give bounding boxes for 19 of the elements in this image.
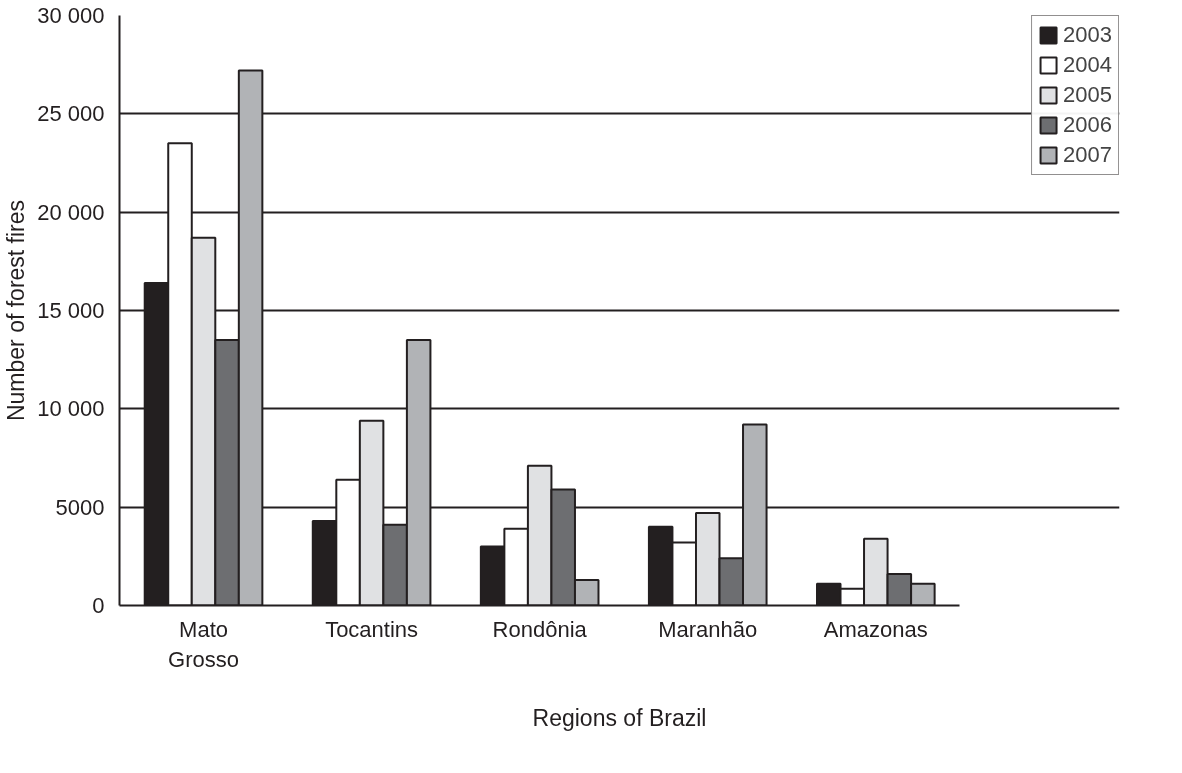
x-tick-label: Mato Grosso xyxy=(168,616,239,672)
legend-label: 2005 xyxy=(1063,82,1112,108)
y-tick-label: 30 000 xyxy=(37,3,105,28)
x-tick-label: Rondônia xyxy=(492,616,588,642)
y-tick-label: 0 xyxy=(92,593,105,618)
x-tick-label: Amazonas xyxy=(823,616,928,642)
x-axis-title: Regions of Brazil xyxy=(532,704,707,731)
legend-label: 2006 xyxy=(1063,112,1112,138)
y-axis-title: Number of forest fires xyxy=(3,199,30,422)
y-tick-label: 5000 xyxy=(55,494,105,520)
y-tick-label: 25 000 xyxy=(37,101,105,127)
y-tick-label: 20 000 xyxy=(37,199,105,225)
legend-label: 2004 xyxy=(1063,52,1112,78)
x-tick-label: Maranhão xyxy=(658,616,758,642)
legend-label: 2003 xyxy=(1063,22,1112,48)
x-tick-label: Tocantins xyxy=(325,616,419,642)
y-tick-label: 15 000 xyxy=(37,298,105,323)
legend-label: 2007 xyxy=(1063,142,1112,168)
y-tick-label: 10 000 xyxy=(37,396,105,422)
